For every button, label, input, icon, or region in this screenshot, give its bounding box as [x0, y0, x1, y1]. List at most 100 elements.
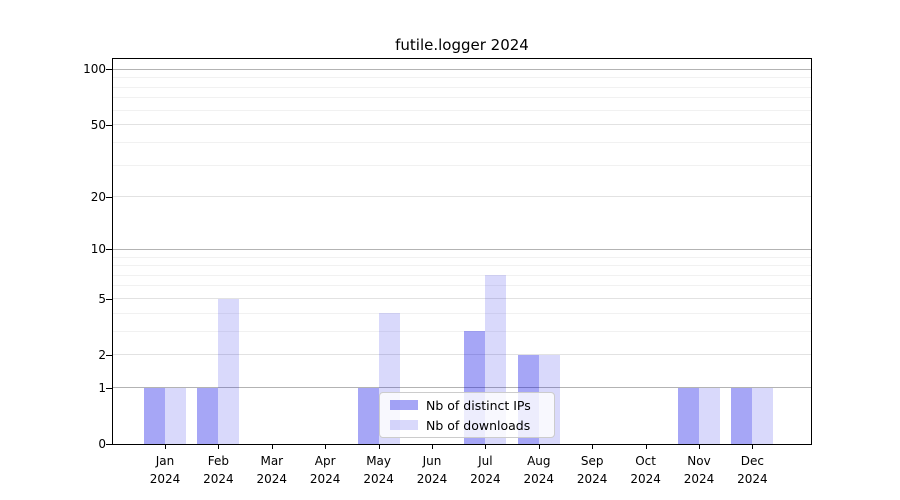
- y-axis-tick-label-20: 20: [90, 189, 106, 204]
- bar-nb-of-downloads-jan: [165, 387, 186, 444]
- bar-nb-of-distinct-ips-may: [357, 387, 379, 444]
- x-tick-month-line: Oct: [635, 454, 656, 468]
- x-axis-tick-mark: [485, 444, 487, 449]
- x-axis-tick-mark: [165, 444, 166, 449]
- y-axis-tick-mark: [106, 196, 112, 198]
- y-axis-tick-mark: [106, 444, 112, 445]
- gridline-100: [113, 68, 811, 70]
- bar-nb-of-distinct-ips-dec: [731, 387, 753, 444]
- x-axis-tick-mark: [271, 444, 273, 449]
- x-axis-tick-label-jul: Jul 2024: [455, 452, 515, 488]
- y-axis-tick-mark: [106, 354, 112, 356]
- plot-area: Nb of distinct IPs Nb of downloads: [112, 58, 812, 445]
- chart-title: futile.logger 2024: [395, 36, 529, 54]
- y-axis-tick-label-2: 2: [98, 347, 106, 362]
- gridline-9: [113, 256, 811, 258]
- x-axis-tick-label-may: May 2024: [349, 452, 409, 488]
- gridline-5: [113, 298, 811, 299]
- x-axis-tick-mark: [699, 444, 700, 449]
- x-axis-tick-label-jun: Jun 2024: [402, 452, 462, 488]
- gridline-1: [113, 387, 811, 389]
- x-tick-year-line: 2024: [149, 472, 181, 486]
- x-axis-tick-label-mar: Mar 2024: [242, 452, 302, 488]
- x-tick-year-line: 2024: [737, 472, 768, 486]
- x-axis-tick-mark: [752, 444, 754, 449]
- y-axis-tick-mark: [106, 298, 112, 300]
- x-axis-tick-mark: [325, 444, 327, 449]
- x-tick-year-line: 2024: [363, 472, 394, 486]
- x-tick-year-line: 2024: [630, 472, 661, 486]
- gridline-50: [113, 124, 811, 126]
- x-tick-year-line: 2024: [683, 472, 715, 486]
- x-axis-tick-label-dec: Dec 2024: [722, 452, 782, 488]
- x-axis-tick-label-aug: Aug 2024: [509, 452, 569, 488]
- x-tick-year-line: 2024: [256, 472, 288, 486]
- gridline-40: [113, 141, 811, 143]
- y-axis-tick-mark: [106, 124, 112, 126]
- y-axis-tick-label-1: 1: [98, 380, 106, 395]
- gridline-10: [113, 248, 811, 250]
- x-tick-month-line: Nov: [687, 454, 711, 468]
- legend-entry-distinct-ips: Nb of distinct IPs: [390, 398, 554, 413]
- y-axis-tick-label-5: 5: [98, 291, 106, 306]
- x-tick-month-line: Aug: [527, 454, 551, 468]
- x-axis-tick-mark: [538, 444, 540, 449]
- y-axis-tick-label-0: 0: [98, 437, 106, 451]
- x-tick-year-line: 2024: [416, 472, 448, 486]
- legend-entry-downloads: Nb of downloads: [390, 418, 554, 433]
- x-axis-tick-label-nov: Nov 2024: [669, 452, 729, 488]
- x-tick-year-line: 2024: [309, 472, 341, 486]
- bar-nb-of-distinct-ips-nov: [678, 387, 699, 444]
- gridline-3: [113, 330, 811, 332]
- gridline-90: [113, 77, 811, 79]
- y-axis-tick-mark: [106, 249, 112, 251]
- x-tick-month-line: Sep: [580, 454, 604, 468]
- x-tick-year-line: 2024: [203, 472, 234, 486]
- bar-nb-of-distinct-ips-feb: [197, 387, 219, 444]
- gridline-20: [113, 196, 811, 198]
- x-tick-year-line: 2024: [470, 472, 501, 486]
- gridline-80: [113, 86, 811, 88]
- gridline-8: [113, 265, 811, 267]
- x-tick-month-line: Feb: [207, 454, 230, 468]
- legend: Nb of distinct IPs Nb of downloads: [379, 392, 555, 438]
- x-axis-tick-label-sep: Sep 2024: [562, 452, 622, 488]
- y-axis-tick-mark: [106, 69, 112, 71]
- y-axis-tick-label-100: 100: [83, 62, 106, 77]
- y-axis-tick-mark: [106, 387, 112, 389]
- gridline-30: [113, 164, 811, 166]
- x-tick-year-line: 2024: [576, 472, 608, 486]
- x-tick-month-line: Jan: [155, 454, 175, 468]
- gridline-70: [113, 97, 811, 99]
- bar-nb-of-downloads-dec: [752, 387, 774, 444]
- x-axis-tick-label-jan: Jan 2024: [135, 452, 195, 488]
- x-tick-month-line: May: [366, 454, 391, 468]
- x-tick-month-line: Mar: [260, 454, 284, 468]
- bar-nb-of-downloads-feb: [218, 298, 240, 444]
- x-axis-tick-label-feb: Feb 2024: [188, 452, 248, 488]
- x-axis-tick-mark: [218, 444, 220, 449]
- x-axis-tick-mark: [645, 444, 647, 449]
- x-tick-month-line: Apr: [314, 454, 336, 468]
- y-axis-tick-label-50: 50: [90, 117, 106, 132]
- bar-nb-of-distinct-ips-jan: [144, 387, 165, 444]
- bar-nb-of-downloads-nov: [699, 387, 720, 444]
- gridline-4: [113, 312, 811, 314]
- x-tick-year-line: 2024: [523, 472, 555, 486]
- y-axis-tick-label-10: 10: [90, 242, 106, 257]
- legend-swatch-distinct-ips-icon: [390, 400, 418, 410]
- x-axis-tick-mark: [432, 444, 433, 449]
- legend-label-downloads: Nb of downloads: [426, 417, 531, 433]
- legend-swatch-downloads-icon: [390, 420, 418, 430]
- x-tick-month-line: Jul: [478, 454, 493, 468]
- x-axis-tick-label-oct: Oct 2024: [616, 452, 676, 488]
- x-axis-tick-label-apr: Apr 2024: [295, 452, 355, 488]
- gridline-6: [113, 285, 811, 287]
- gridline-60: [113, 109, 811, 111]
- x-tick-month-line: Dec: [740, 454, 764, 468]
- legend-label-distinct-ips: Nb of distinct IPs: [426, 397, 531, 413]
- x-tick-month-line: Jun: [422, 454, 442, 468]
- x-axis-tick-mark: [592, 444, 594, 449]
- gridline-2: [113, 354, 811, 356]
